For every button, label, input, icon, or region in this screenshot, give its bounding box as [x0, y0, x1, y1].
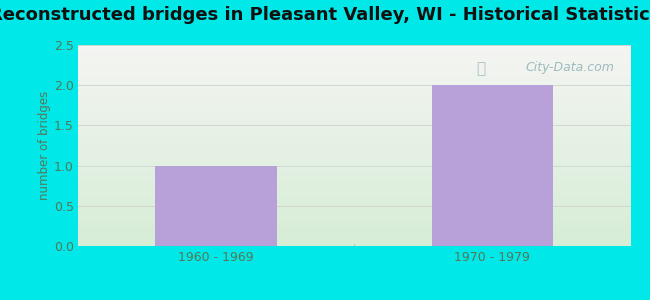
- Bar: [432, 85, 553, 246]
- Y-axis label: number of bridges: number of bridges: [38, 91, 51, 200]
- Text: ⓘ: ⓘ: [476, 61, 485, 76]
- Bar: [155, 166, 277, 246]
- Text: Reconstructed bridges in Pleasant Valley, WI - Historical Statistics: Reconstructed bridges in Pleasant Valley…: [0, 6, 650, 24]
- Text: City-Data.com: City-Data.com: [525, 61, 614, 74]
